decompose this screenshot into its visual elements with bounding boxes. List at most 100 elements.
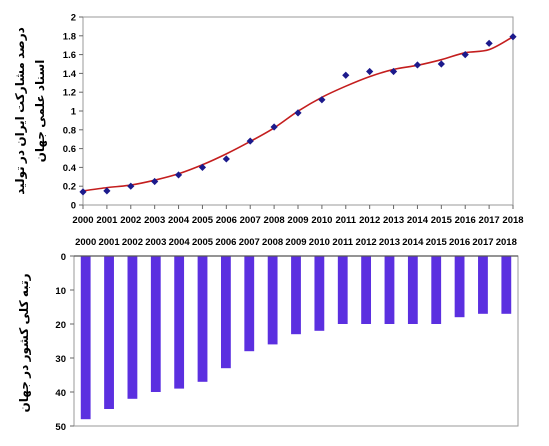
data-point	[461, 51, 469, 59]
bar	[501, 256, 512, 314]
y-tick-label: 1.4	[63, 69, 77, 80]
x-tick-label: 2007	[240, 215, 261, 226]
x-tick-label: 2002	[122, 237, 143, 248]
data-point	[127, 182, 135, 190]
y-tick-label: 40	[55, 388, 66, 399]
y-tick-label: 20	[55, 320, 66, 331]
x-tick-label: 2003	[145, 237, 166, 248]
y-axis-title-line: اسناد علمی جهان	[33, 60, 47, 163]
x-tick-label: 2014	[407, 215, 429, 226]
x-tick-label: 2009	[285, 237, 306, 248]
data-point	[485, 39, 493, 47]
y-tick-label: 0.8	[63, 125, 76, 136]
x-tick-label: 2012	[356, 237, 377, 248]
y-tick-label: 1.6	[63, 50, 76, 61]
data-point	[270, 123, 278, 131]
data-point	[318, 96, 326, 104]
data-point	[174, 171, 183, 179]
x-tick-label: 2002	[120, 215, 141, 226]
x-tick-label: 2015	[431, 215, 453, 226]
bar	[478, 256, 488, 314]
bar	[197, 256, 208, 382]
x-tick-label: 2016	[449, 237, 470, 248]
data-point	[437, 60, 445, 68]
bar	[80, 256, 91, 420]
y-tick-label: 50	[55, 422, 66, 433]
y-axis-title: درصد مشارکت ایران در تولید اسناد علمی جها…	[13, 27, 47, 195]
x-tick-label: 2006	[216, 215, 237, 226]
x-tick-label: 2011	[335, 215, 356, 226]
y-axis-title-line: درصد مشارکت ایران در تولید	[13, 27, 28, 195]
y-tick-label: 0	[71, 201, 76, 212]
bar	[407, 256, 418, 324]
y-tick-label: 1	[71, 107, 77, 118]
x-tick-label: 2008	[264, 215, 285, 226]
x-tick-label: 2000	[75, 237, 96, 248]
bar	[174, 256, 185, 389]
y-tick-label: 0	[61, 252, 66, 263]
y-tick-label: 0.4	[63, 163, 77, 174]
bar	[454, 256, 465, 318]
x-tick-label: 2006	[215, 237, 236, 248]
bar	[127, 256, 138, 399]
bar	[431, 256, 442, 324]
bar	[244, 256, 255, 352]
bar	[291, 256, 301, 335]
data-point	[198, 163, 207, 171]
x-tick-label: 2003	[144, 215, 165, 226]
y-tick-label: 1.2	[63, 88, 76, 99]
x-tick-label: 2017	[479, 215, 500, 226]
x-tick-label: 2010	[311, 215, 332, 226]
data-point	[294, 109, 302, 117]
y-tick-label: 10	[55, 286, 66, 297]
x-tick-label: 2010	[309, 237, 330, 248]
x-tick-label: 2005	[192, 215, 214, 226]
bar	[104, 256, 114, 409]
x-tick-label: 2007	[239, 237, 260, 248]
data-point	[222, 155, 230, 163]
x-tick-label: 2001	[98, 237, 120, 248]
data-point	[151, 177, 159, 186]
y-axis-title: رتبه کلی کشور در جهان	[17, 273, 32, 412]
bar	[384, 256, 395, 324]
x-tick-label: 2011	[332, 237, 353, 248]
x-tick-label: 2009	[287, 215, 308, 226]
x-tick-label: 2005	[192, 237, 214, 248]
data-point	[342, 71, 350, 79]
data-point	[103, 187, 111, 195]
data-point	[79, 188, 87, 196]
bar	[337, 256, 348, 324]
data-point	[509, 33, 517, 41]
data-point	[389, 67, 398, 76]
x-tick-label: 2001	[96, 215, 118, 226]
x-tick-label: 2014	[402, 237, 424, 248]
x-tick-label: 2013	[379, 237, 400, 248]
bar	[150, 256, 161, 392]
bar	[314, 256, 325, 331]
x-tick-label: 2013	[383, 215, 404, 226]
data-point	[246, 137, 254, 145]
x-tick-label: 2016	[455, 215, 476, 226]
y-tick-label: 2	[71, 13, 76, 24]
bar	[267, 256, 278, 345]
x-tick-label: 2017	[472, 237, 493, 248]
bar	[361, 256, 372, 324]
x-tick-label: 2012	[359, 215, 380, 226]
x-tick-label: 2008	[262, 237, 283, 248]
data-point	[366, 67, 374, 76]
y-tick-label: 0.2	[63, 182, 76, 193]
data-point	[413, 61, 422, 69]
x-tick-label: 2018	[496, 237, 517, 248]
bar	[220, 256, 231, 369]
y-tick-label: 1.8	[63, 31, 76, 42]
y-tick-label: 0.6	[63, 144, 76, 155]
x-tick-label: 2004	[169, 237, 191, 248]
x-tick-label: 2000	[72, 215, 93, 226]
x-tick-label: 2004	[168, 215, 190, 226]
x-tick-label: 2018	[502, 215, 523, 226]
x-tick-label: 2015	[426, 237, 448, 248]
